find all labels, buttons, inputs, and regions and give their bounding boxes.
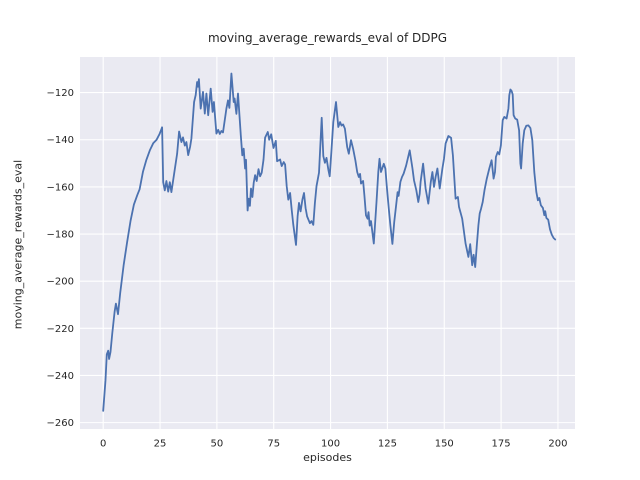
plot-background bbox=[80, 57, 575, 429]
y-tick-label: −240 bbox=[47, 371, 74, 382]
y-tick-label: −160 bbox=[47, 182, 74, 193]
y-tick-label: −120 bbox=[47, 88, 74, 99]
reward-line bbox=[102, 72, 557, 412]
y-tick-label: −200 bbox=[47, 277, 74, 288]
y-tick-label: −260 bbox=[47, 418, 74, 429]
y-axis-label: moving_average_rewards_eval bbox=[11, 159, 25, 330]
chart-title: moving_average_rewards_eval of DDPG bbox=[207, 31, 447, 45]
y-tick-label: −140 bbox=[47, 135, 74, 146]
x-tick-label: 125 bbox=[378, 439, 397, 450]
x-tick-label: 25 bbox=[154, 439, 167, 450]
x-tick-label: 75 bbox=[267, 439, 280, 450]
x-tick-label: 100 bbox=[321, 439, 340, 450]
y-tick-label: −180 bbox=[47, 230, 74, 241]
x-tick-label: 0 bbox=[100, 439, 106, 450]
y-tick-label: −220 bbox=[47, 324, 74, 335]
x-tick-label: 150 bbox=[435, 439, 454, 450]
x-tick-label: 50 bbox=[211, 439, 224, 450]
x-axis-label: episodes bbox=[303, 451, 352, 464]
x-tick-label: 175 bbox=[492, 439, 511, 450]
x-tick-label: 200 bbox=[548, 439, 567, 450]
